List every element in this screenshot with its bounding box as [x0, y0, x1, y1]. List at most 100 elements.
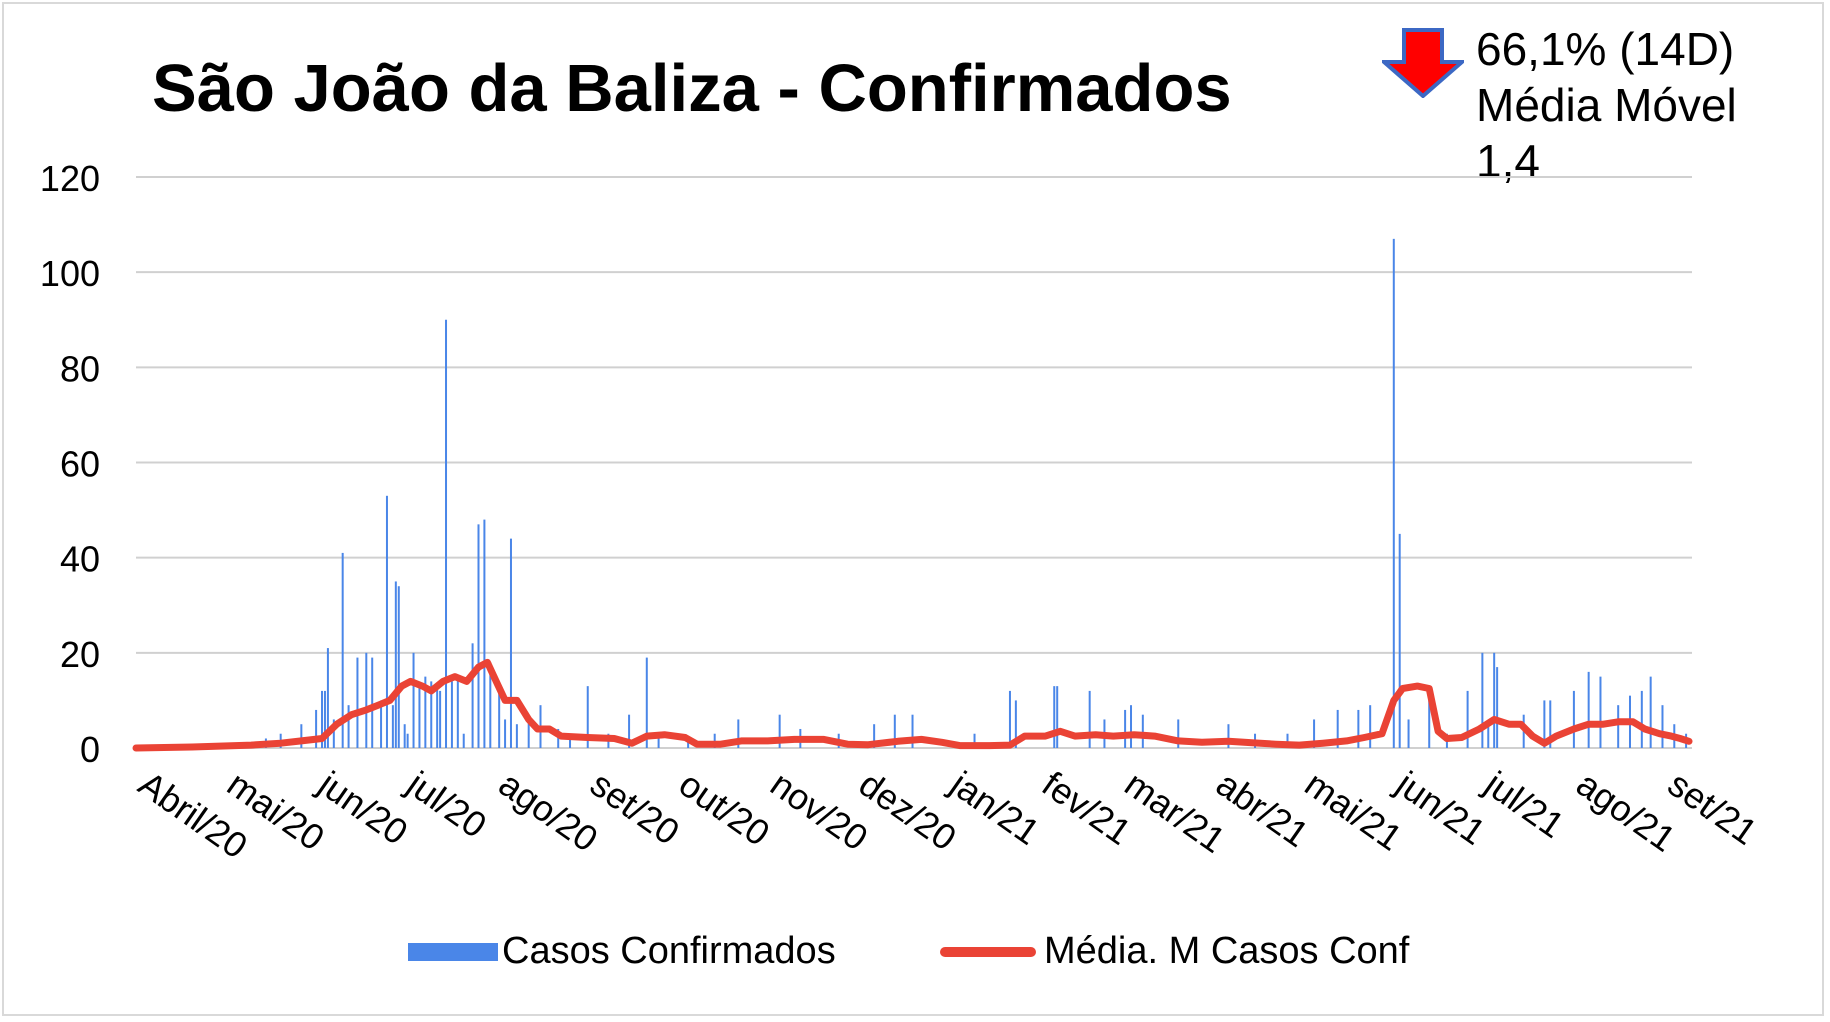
bar [1177, 719, 1180, 748]
bar [450, 681, 453, 748]
bar [1088, 690, 1091, 748]
bar [504, 719, 507, 748]
x-tick-label: jan/21 [943, 762, 1048, 852]
bar [1056, 686, 1059, 748]
bar [321, 690, 324, 748]
bar [471, 643, 474, 748]
y-tick-label: 80 [60, 348, 100, 389]
bar [1124, 709, 1127, 748]
bar [1130, 705, 1133, 748]
bar [412, 652, 415, 748]
legend-item-line: Média. M Casos Conf [940, 930, 1409, 973]
bar [391, 705, 394, 748]
y-tick-label: 0 [80, 729, 100, 770]
bar [445, 319, 448, 748]
x-tick-label: dez/20 [852, 763, 964, 859]
bar [315, 709, 318, 748]
bar [1587, 671, 1590, 748]
bar [1661, 705, 1664, 748]
bar [515, 724, 518, 748]
x-tick-label: jul/21 [1477, 762, 1572, 846]
bar [406, 733, 409, 748]
legend-line-label: Média. M Casos Conf [1044, 930, 1410, 972]
bar [1286, 733, 1289, 748]
bar [569, 733, 572, 748]
bar [371, 657, 374, 748]
chart-plot: 020406080100120Abril/20mai/20jun/20jul/2… [40, 158, 1765, 867]
bar [911, 714, 914, 748]
bar [397, 586, 400, 748]
x-tick-label: ago/21 [1569, 763, 1683, 860]
legend-bar-label: Casos Confirmados [502, 930, 836, 972]
y-tick-label: 100 [40, 253, 100, 294]
bar [326, 648, 329, 748]
bar [973, 733, 976, 748]
x-tick-label: jun/21 [1388, 762, 1493, 852]
chart-legend: Casos Confirmados Média. M Casos Conf [0, 930, 1830, 980]
x-tick-label: mai/21 [1298, 763, 1410, 859]
y-tick-label: 120 [40, 158, 100, 199]
bar [1227, 724, 1230, 748]
bar [527, 714, 530, 748]
bar [1398, 533, 1401, 748]
bar [403, 724, 406, 748]
bar [1466, 690, 1469, 748]
x-tick-label: mar/21 [1118, 763, 1233, 861]
bar [1407, 719, 1410, 748]
bar [1369, 705, 1372, 748]
x-tick-label: ago/20 [492, 763, 606, 860]
bar [1496, 667, 1499, 748]
bar [873, 724, 876, 748]
legend-bar-swatch [408, 942, 498, 961]
bar [394, 581, 397, 748]
y-tick-label: 20 [60, 634, 100, 675]
x-tick-label: fev/21 [1035, 763, 1139, 853]
bar [1336, 709, 1339, 748]
bar [557, 728, 560, 748]
bar [778, 714, 781, 748]
x-tick-label: set/21 [1661, 763, 1765, 853]
bar [418, 686, 421, 748]
bar [586, 686, 589, 748]
bar [1481, 652, 1484, 748]
bar [1053, 686, 1056, 748]
bar [385, 495, 388, 748]
bar [430, 681, 433, 748]
x-tick-label: out/20 [672, 763, 778, 854]
bar [456, 676, 459, 748]
bar [341, 552, 344, 748]
bar [498, 690, 501, 748]
bar [645, 657, 648, 748]
bar [1008, 690, 1011, 748]
bar [1649, 676, 1652, 748]
bar [1313, 719, 1316, 748]
moving-average-line [132, 658, 1693, 752]
bar [356, 657, 359, 748]
x-tick-label: jun/20 [311, 762, 416, 852]
legend-line-swatch [940, 946, 1036, 957]
bar [462, 733, 465, 748]
bar [687, 738, 690, 748]
bar [657, 733, 660, 748]
y-tick-label: 40 [60, 539, 100, 580]
bar [1428, 700, 1431, 748]
bar [1617, 705, 1620, 748]
y-tick-label: 60 [60, 444, 100, 485]
bar [436, 686, 439, 748]
bar [1543, 700, 1546, 748]
down-arrow-icon [1382, 28, 1464, 98]
bar [1572, 690, 1575, 748]
bar [439, 690, 442, 748]
x-tick-label: nov/20 [763, 763, 875, 859]
trend-percent: 66,1% (14D) [1476, 23, 1735, 75]
bar [332, 719, 335, 748]
bar [1357, 709, 1360, 748]
bar [1549, 700, 1552, 748]
bar [1487, 724, 1490, 748]
bar [347, 705, 350, 748]
trend-label: Média Móvel [1476, 79, 1737, 131]
bar [489, 662, 492, 748]
legend-item-bars: Casos Confirmados [408, 930, 836, 973]
x-tick-label: set/20 [583, 763, 687, 853]
